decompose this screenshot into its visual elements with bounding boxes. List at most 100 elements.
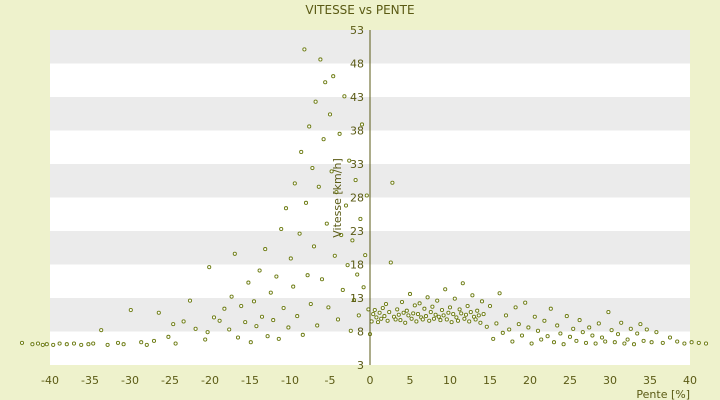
data-point: [139, 340, 144, 345]
data-point: [564, 314, 569, 319]
data-point: [478, 320, 483, 325]
data-point: [235, 335, 241, 340]
data-point: [334, 190, 339, 195]
data-point: [390, 180, 395, 185]
data-point: [86, 342, 91, 347]
data-point: [425, 295, 430, 300]
data-point: [577, 318, 582, 323]
data-point: [703, 341, 709, 346]
data-point: [276, 336, 281, 341]
data-point: [516, 322, 521, 327]
x-tick-label: -25: [161, 374, 179, 387]
x-tick-label: 10: [443, 374, 457, 387]
data-point: [335, 317, 341, 322]
data-point: [121, 342, 126, 347]
data-point: [318, 57, 323, 62]
data-point: [371, 312, 376, 317]
data-point: [590, 333, 595, 338]
data-point: [433, 312, 438, 317]
data-point: [628, 326, 633, 331]
data-point: [631, 342, 637, 347]
data-point: [251, 299, 257, 304]
y-tick-label: 13: [350, 292, 364, 305]
data-point: [532, 314, 537, 319]
data-point: [361, 285, 366, 290]
x-tick-label: 5: [407, 374, 414, 387]
data-point: [542, 318, 547, 323]
data-point: [439, 308, 445, 313]
data-point: [682, 341, 687, 346]
data-point: [583, 340, 589, 345]
data-point: [551, 340, 557, 345]
data-point: [339, 232, 344, 238]
data-point: [407, 291, 413, 297]
x-tick-label: -5: [325, 374, 336, 387]
data-point: [44, 342, 49, 347]
data-point: [396, 312, 401, 317]
data-point: [295, 314, 300, 319]
data-point: [326, 305, 331, 310]
data-point: [377, 310, 382, 315]
data-point: [345, 263, 350, 268]
data-point: [596, 321, 601, 326]
x-tick-labels: -40 -35 -30 -25 -20 -15 -10 -5 0 5 10 15 20 25 30 35 40: [41, 374, 697, 387]
data-point: [342, 94, 347, 99]
data-point: [529, 341, 534, 346]
data-point: [479, 299, 485, 304]
data-point: [364, 193, 369, 198]
data-point: [580, 330, 585, 335]
data-point: [567, 334, 573, 339]
x-tick-label: 0: [367, 374, 374, 387]
data-point: [457, 307, 462, 312]
y-tick-label: 8: [357, 326, 364, 339]
data-point: [281, 305, 286, 311]
data-point: [462, 316, 467, 321]
data-point: [431, 316, 437, 321]
data-point: [435, 298, 440, 303]
data-point: [374, 315, 379, 320]
data-point: [615, 332, 621, 337]
data-point: [311, 244, 317, 249]
data-point: [248, 340, 253, 345]
data-point: [473, 317, 478, 322]
data-point: [387, 310, 392, 315]
data-point: [35, 341, 41, 346]
data-point: [689, 340, 694, 345]
data-point: [246, 280, 251, 285]
data-point: [259, 314, 265, 319]
data-point: [271, 318, 276, 323]
data-point: [548, 306, 553, 311]
data-point: [173, 341, 178, 346]
data-point: [513, 305, 518, 310]
data-point: [625, 337, 630, 342]
data-point: [494, 321, 499, 326]
data-point: [638, 322, 643, 327]
y-tick-label: 33: [350, 158, 364, 171]
data-point: [599, 335, 605, 340]
x-tick-label: -40: [41, 374, 59, 387]
data-point: [324, 221, 329, 226]
data-point: [105, 342, 110, 347]
data-point: [409, 316, 414, 321]
y-axis-label: Vitesse [km/h]: [331, 158, 344, 238]
data-point: [327, 112, 333, 117]
data-point: [393, 317, 398, 322]
data-point: [144, 342, 149, 347]
data-point: [243, 320, 248, 325]
data-point: [403, 320, 408, 325]
data-point: [395, 307, 400, 312]
data-point: [351, 297, 357, 303]
data-point: [329, 169, 334, 174]
data-point: [313, 99, 318, 104]
chart-title: VITESSE vs PENTE: [305, 3, 414, 17]
data-point: [227, 327, 232, 332]
data-point: [379, 316, 384, 321]
data-point: [19, 340, 25, 345]
data-point: [454, 315, 459, 320]
data-point: [315, 323, 320, 328]
y-tick-label: 48: [350, 58, 364, 71]
data-point: [257, 268, 262, 273]
data-point: [319, 277, 325, 282]
data-point: [156, 310, 161, 315]
data-point: [500, 330, 505, 335]
